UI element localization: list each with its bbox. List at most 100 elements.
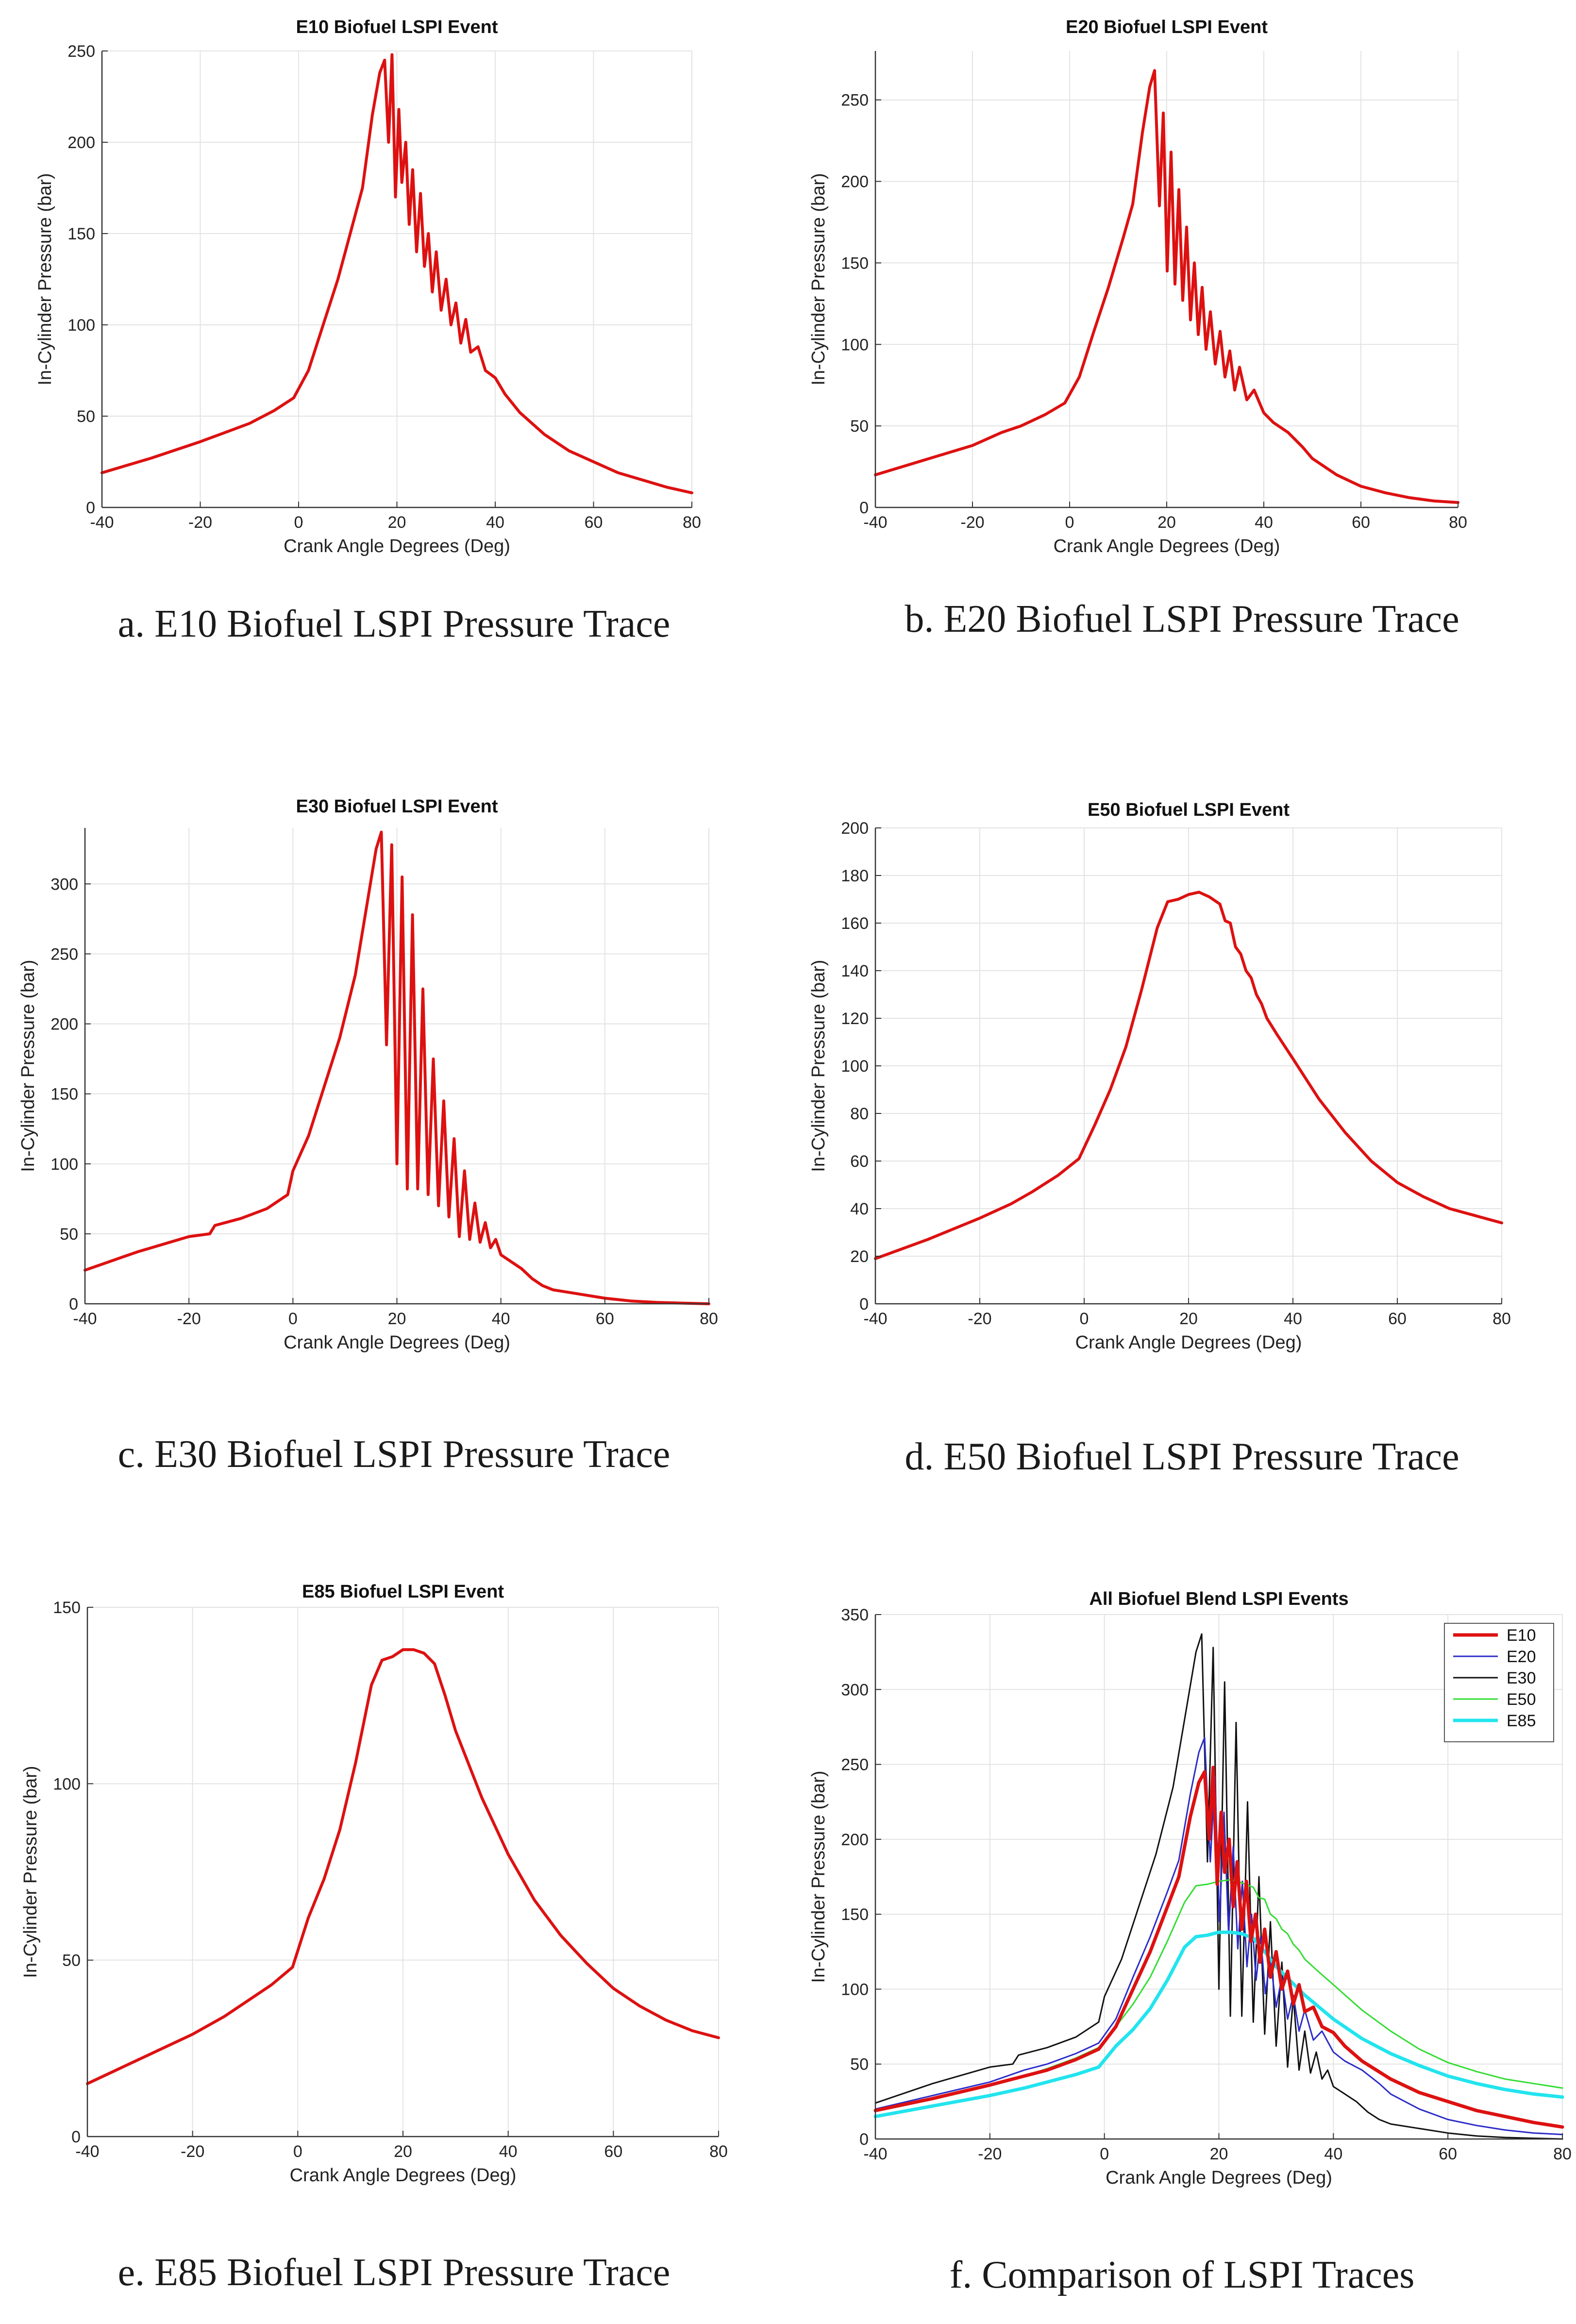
chart-title: E10 Biofuel LSPI Event [296, 17, 498, 37]
y-tick-label: 50 [60, 1225, 78, 1244]
y-tick-label: 50 [77, 407, 95, 426]
y-axis-label: In-Cylinder Pressure (bar) [808, 1770, 829, 1983]
chart-e20: -40 -20 0 20 40 60 80 0 50 100 150 200 250 E20 Biofue… [808, 17, 1467, 556]
legend-label-e85: E85 [1507, 1712, 1536, 1730]
y-tick-label: 0 [86, 499, 95, 517]
x-tick-label: -20 [960, 513, 984, 532]
x-tick-label: 60 [604, 2142, 622, 2161]
x-tick-label: 20 [388, 513, 406, 532]
x-tick-label: 20 [394, 2142, 412, 2161]
y-tick-label: 150 [841, 254, 869, 272]
y-tick-label: 50 [850, 2055, 869, 2074]
y-tick-label: 50 [62, 1952, 81, 1970]
y-axis-label: In-Cylinder Pressure (bar) [20, 1766, 41, 1978]
y-tick-label: 250 [841, 91, 869, 110]
y-axis-label: In-Cylinder Pressure (bar) [808, 960, 829, 1172]
x-tick-label: 40 [1255, 513, 1273, 532]
chart-e50: -40 -20 0 20 40 60 80 0 20 40 60 80 100 120 140 160 180 2… [808, 800, 1511, 1353]
x-tick-label: 20 [1210, 2145, 1228, 2163]
y-tick-label: 200 [67, 134, 95, 152]
y-tick-label: 200 [841, 173, 869, 191]
chart-e10: -40 -20 0 20 40 60 80 0 50 100 150 200 250 E10 Biofue… [35, 17, 701, 556]
series-line-e10 [873, 1766, 1564, 2129]
y-tick-label: 50 [850, 417, 869, 436]
x-tick-label: 60 [1352, 513, 1370, 532]
x-tick-label: 80 [700, 1310, 718, 1328]
panel-c: -40 -20 0 20 40 60 80 0 50 100 150 200 250 300 E30 Bio… [0, 775, 788, 1549]
y-tick-label: 180 [841, 867, 869, 885]
y-tick-label: 40 [850, 1200, 869, 1218]
x-axis-label: Crank Angle Degrees (Deg) [1075, 1332, 1302, 1353]
caption-c: c. E30 Biofuel LSPI Pressure Trace [117, 1433, 671, 1476]
y-tick-label: 100 [50, 1155, 78, 1174]
x-tick-label: -40 [75, 2142, 99, 2161]
x-tick-label: -40 [863, 1310, 887, 1328]
legend-label-e10: E10 [1507, 1626, 1536, 1645]
y-tick-label: 140 [841, 962, 869, 980]
series-line-e85 [873, 1930, 1564, 2119]
y-tick-label: 60 [850, 1152, 869, 1171]
panel-a: -40 -20 0 20 40 60 80 0 50 100 150 200 250 E10 Biofue… [0, 0, 788, 775]
y-axis-label: In-Cylinder Pressure (bar) [18, 960, 38, 1172]
x-tick-label: 80 [1553, 2145, 1572, 2163]
chart-title: E20 Biofuel LSPI Event [1066, 17, 1268, 37]
x-tick-label: 0 [294, 513, 303, 532]
legend-label-e30: E30 [1507, 1669, 1536, 1687]
x-tick-label: -20 [181, 2142, 204, 2161]
chart-title: E85 Biofuel LSPI Event [302, 1582, 504, 1602]
x-tick-label: 0 [293, 2142, 302, 2161]
x-tick-label: 0 [1065, 513, 1074, 532]
x-tick-label: 0 [1080, 1310, 1089, 1328]
y-tick-label: 200 [841, 1831, 869, 1849]
y-tick-label: 200 [841, 819, 869, 838]
x-axis-label: Crank Angle Degrees (Deg) [290, 2165, 517, 2186]
y-tick-label: 150 [50, 1085, 78, 1104]
y-tick-label: 200 [50, 1015, 78, 1034]
y-axis-label: In-Cylinder Pressure (bar) [35, 173, 55, 385]
y-tick-label: 250 [841, 1756, 869, 1774]
series-line-e50 [874, 891, 1503, 1260]
y-tick-label: 120 [841, 1010, 869, 1028]
x-tick-label: 0 [288, 1310, 298, 1328]
chart-comparison: -40 -20 0 20 40 60 80 0 50 100 150 200 250 300 350 All … [808, 1589, 1572, 2188]
x-tick-label: 60 [1439, 2145, 1457, 2163]
y-tick-label: 20 [850, 1247, 869, 1266]
x-tick-label: 60 [585, 513, 603, 532]
x-tick-label: 0 [1100, 2145, 1109, 2163]
x-tick-label: 40 [1324, 2145, 1342, 2163]
x-tick-label: 60 [596, 1310, 614, 1328]
caption-d: d. E50 Biofuel LSPI Pressure Trace [905, 1435, 1459, 1478]
y-tick-label: 350 [841, 1606, 869, 1624]
x-tick-label: 80 [683, 513, 701, 532]
y-tick-label: 150 [67, 225, 95, 243]
legend-label-e20: E20 [1507, 1648, 1536, 1666]
chart-title: E50 Biofuel LSPI Event [1088, 800, 1290, 820]
x-axis-label: Crank Angle Degrees (Deg) [1054, 536, 1280, 556]
x-tick-label: 80 [1492, 1310, 1511, 1328]
panel-e: -40 -20 0 20 40 60 80 0 50 100 150 E85 Biofuel LSPI… [0, 1549, 788, 2324]
y-tick-label: 300 [841, 1681, 869, 1699]
y-tick-label: 150 [53, 1599, 81, 1617]
chart-e85: -40 -20 0 20 40 60 80 0 50 100 150 E85 Biofuel LSPI… [20, 1582, 728, 2186]
x-tick-label: 80 [709, 2142, 728, 2161]
y-axis-label: In-Cylinder Pressure (bar) [808, 173, 829, 385]
y-tick-label: 250 [50, 945, 78, 963]
series-line-e20 [874, 69, 1459, 504]
y-tick-label: 250 [67, 42, 95, 61]
y-tick-label: 80 [850, 1105, 869, 1123]
caption-a: a. E10 Biofuel LSPI Pressure Trace [117, 603, 671, 645]
x-tick-label: -40 [90, 513, 114, 532]
y-tick-label: 0 [859, 1295, 869, 1314]
chart-e30: -40 -20 0 20 40 60 80 0 50 100 150 200 250 300 E30 Bio… [18, 796, 718, 1353]
y-tick-label: 0 [859, 2130, 869, 2149]
y-tick-label: 300 [50, 875, 78, 893]
caption-b: b. E20 Biofuel LSPI Pressure Trace [905, 598, 1459, 640]
panel-f: -40 -20 0 20 40 60 80 0 50 100 150 200 250 300 350 All … [788, 1549, 1576, 2324]
y-tick-label: 0 [859, 499, 869, 517]
x-tick-label: 20 [1179, 1310, 1198, 1328]
x-tick-label: 20 [1157, 513, 1176, 532]
x-tick-label: 20 [388, 1310, 406, 1328]
series-line-e10 [101, 53, 693, 494]
series-line-e30 [84, 830, 710, 1305]
